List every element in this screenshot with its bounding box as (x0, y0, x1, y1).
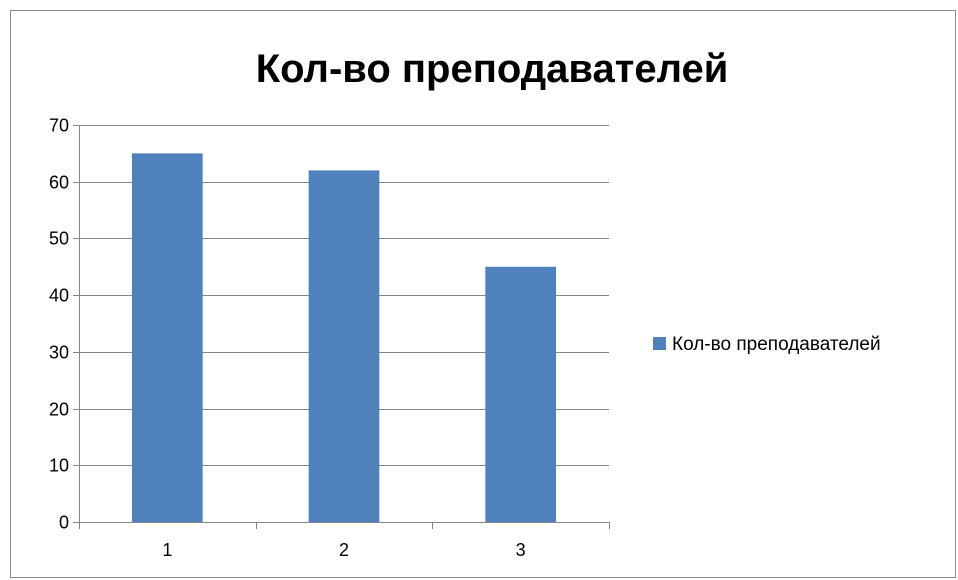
y-tick-label: 50 (49, 229, 69, 249)
x-tick-label: 3 (516, 540, 526, 560)
y-tick-label: 10 (49, 456, 69, 476)
legend-swatch (653, 337, 666, 350)
y-tick-label: 60 (49, 173, 69, 193)
bar (485, 266, 556, 522)
x-tick-label: 2 (339, 540, 349, 560)
y-tick-label: 30 (49, 343, 69, 363)
y-tick-label: 20 (49, 400, 69, 420)
bars (132, 153, 556, 522)
bar (308, 170, 380, 522)
x-tick-labels: 1 2 3 (162, 540, 525, 560)
x-tick-label: 1 (162, 540, 172, 560)
chart-title: Кол-во преподавателей (256, 47, 729, 91)
bar (132, 153, 203, 522)
y-tick-labels: 0 10 20 30 40 50 60 70 (49, 116, 69, 533)
y-tick-label: 40 (49, 286, 69, 306)
y-tick-label: 0 (59, 513, 69, 533)
axes (73, 125, 610, 529)
y-tick-label: 70 (49, 116, 69, 136)
legend: Кол-во преподавателей (653, 334, 881, 355)
legend-label: Кол-во преподавателей (672, 334, 881, 355)
